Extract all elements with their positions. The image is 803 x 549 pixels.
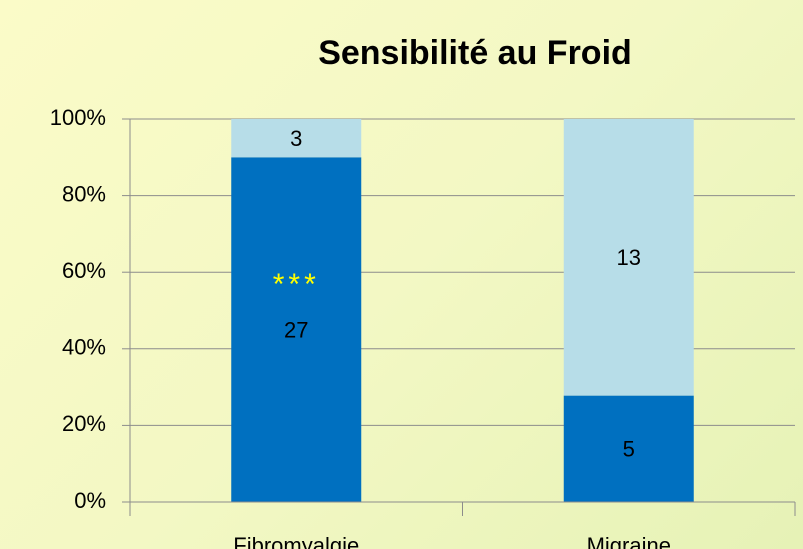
bar-segment — [563, 395, 694, 502]
data-label: 27 — [284, 317, 308, 342]
data-label: 3 — [290, 126, 302, 151]
x-tick-label: Fibromyalgie — [233, 533, 359, 549]
y-tick-label: 40% — [62, 335, 106, 360]
data-label: 13 — [617, 245, 641, 270]
data-label: 5 — [623, 437, 635, 462]
y-tick-label: 80% — [62, 181, 106, 206]
bar-segment — [563, 119, 694, 396]
y-tick-label: 100% — [50, 105, 106, 130]
y-tick-label: 60% — [62, 258, 106, 283]
bar-segment — [231, 119, 362, 158]
x-tick-label: Migraine — [587, 533, 671, 549]
chart-title: Sensibilité au Froid — [318, 34, 632, 72]
bar-segment — [231, 157, 362, 503]
annotation: *** — [273, 268, 320, 301]
y-tick-label: 0% — [74, 488, 106, 513]
y-tick-label: 20% — [62, 411, 106, 436]
